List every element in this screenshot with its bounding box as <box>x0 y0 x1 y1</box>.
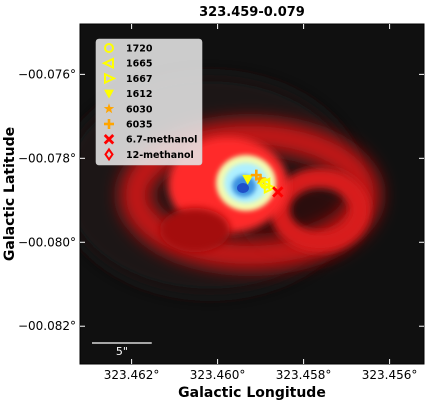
legend-marker <box>104 119 114 129</box>
sky-image <box>80 24 424 364</box>
legend-label: 1665 <box>126 59 152 70</box>
x-tick-label: 323.462° <box>104 368 160 382</box>
x-axis: 323.462° 323.460° 323.458° 323.456° <box>104 24 418 382</box>
legend-label: 6035 <box>126 120 152 131</box>
x-tick-label: 323.456° <box>362 368 418 382</box>
chart-title: 323.459-0.079 <box>199 5 305 20</box>
x-tick-label: 323.458° <box>276 368 332 382</box>
legend-marker <box>104 43 114 53</box>
scale-bar-label: 5" <box>116 345 128 358</box>
data-point-1612 <box>242 174 254 185</box>
legend-marker <box>101 57 114 70</box>
data-point-6030 <box>254 173 267 185</box>
legend-label: 12-methanol <box>126 150 194 161</box>
y-tick-label: −00.082° <box>18 319 76 333</box>
legend-label: 6030 <box>126 104 153 115</box>
scale-bar: 5" <box>92 342 152 358</box>
data-point-1720 <box>259 178 271 189</box>
data-point-6.7-methanol <box>272 186 284 198</box>
y-axis: −00.076° −00.078° −00.080° −00.082° <box>18 67 424 333</box>
legend-label: 1612 <box>126 89 152 100</box>
legend-label: 1720 <box>126 44 153 55</box>
legend-marker <box>104 147 114 162</box>
maser-markers <box>242 169 284 198</box>
legend-marker <box>104 89 114 99</box>
x-axis-label: Galactic Longitude <box>178 385 326 401</box>
data-point-6035 <box>250 169 262 181</box>
legend-marker <box>104 72 117 85</box>
y-axis-label: Galactic Latitude <box>2 127 18 261</box>
x-tick-label: 323.460° <box>190 368 246 382</box>
legend-marker <box>103 133 115 145</box>
legend-label: 6.7-methanol <box>126 135 197 146</box>
plot-frame <box>79 23 425 365</box>
legend: 1720 1665 1667 1612 6030 6035 6.7-methanol 12-m… <box>95 38 203 166</box>
y-tick-label: −00.080° <box>18 235 76 249</box>
y-tick-label: −00.076° <box>18 67 76 81</box>
legend-label: 1667 <box>126 74 152 85</box>
legend-marker <box>103 103 115 114</box>
y-tick-label: −00.078° <box>18 151 76 165</box>
